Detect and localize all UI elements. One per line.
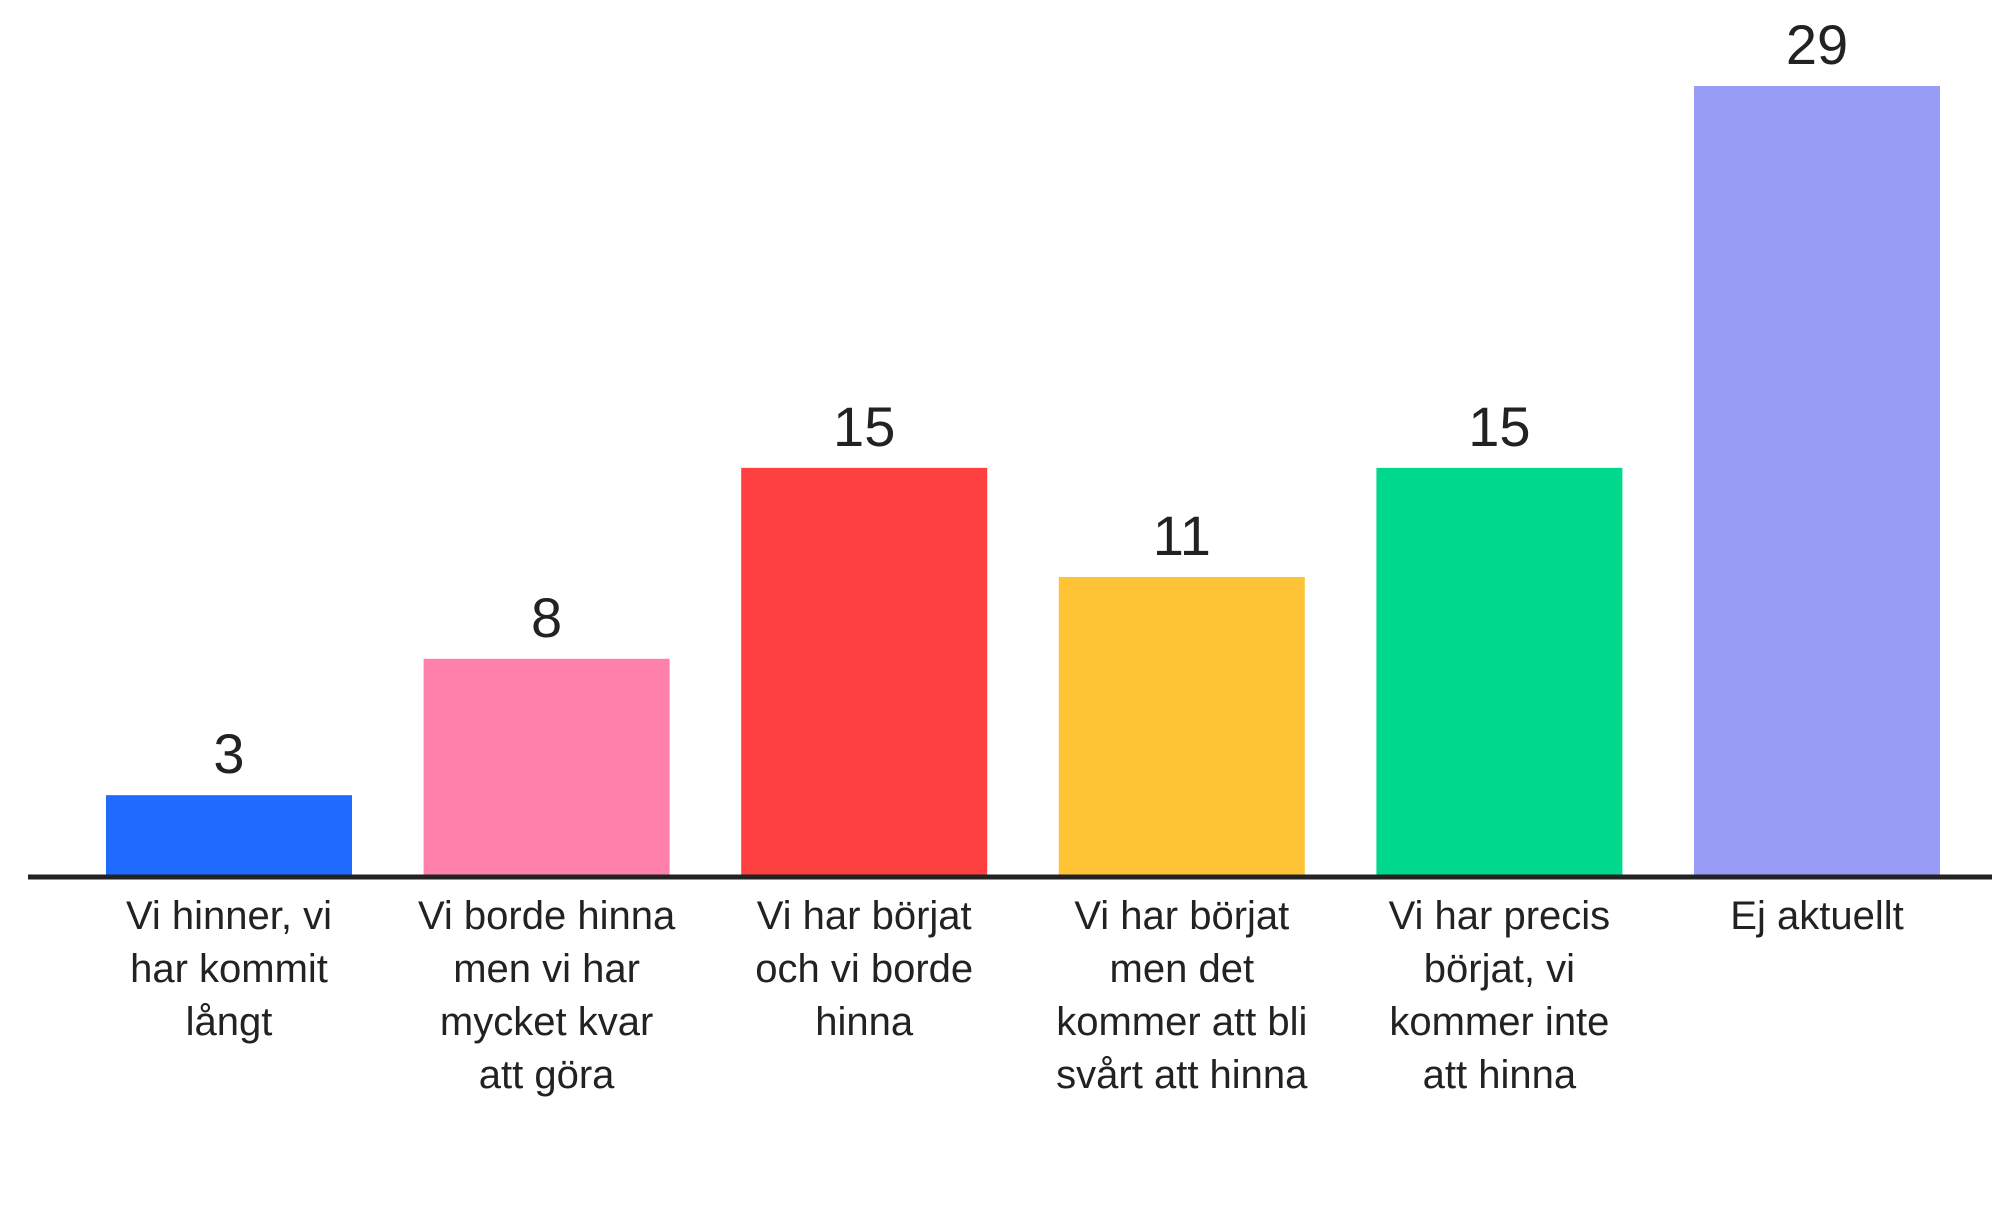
value-label: 29 <box>1786 13 1848 76</box>
bar <box>1058 576 1305 877</box>
bar <box>1376 467 1623 877</box>
value-label: 8 <box>531 586 562 649</box>
value-label: 11 <box>1153 504 1211 567</box>
bar <box>1694 86 1940 877</box>
x-tick-label: Ej aktuellt <box>1730 894 1904 938</box>
x-tick-label: Vi har börjat och vi borde hinna <box>755 894 974 1044</box>
bar <box>106 795 352 877</box>
x-tick-label: Vi hinner, vi har kommit långt <box>125 894 333 1044</box>
bar <box>741 467 988 877</box>
x-tick-label: Vi borde hinna men vi har mycket kvar at… <box>417 894 676 1097</box>
value-label: 3 <box>213 722 244 785</box>
value-label: 15 <box>833 395 895 458</box>
bar <box>423 658 670 877</box>
x-tick-label: Vi har precis börjat, vi kommer inte att… <box>1388 894 1611 1097</box>
x-tick-label: Vi har börjat men det kommer att bli svå… <box>1056 894 1308 1097</box>
value-label: 15 <box>1468 395 1530 458</box>
